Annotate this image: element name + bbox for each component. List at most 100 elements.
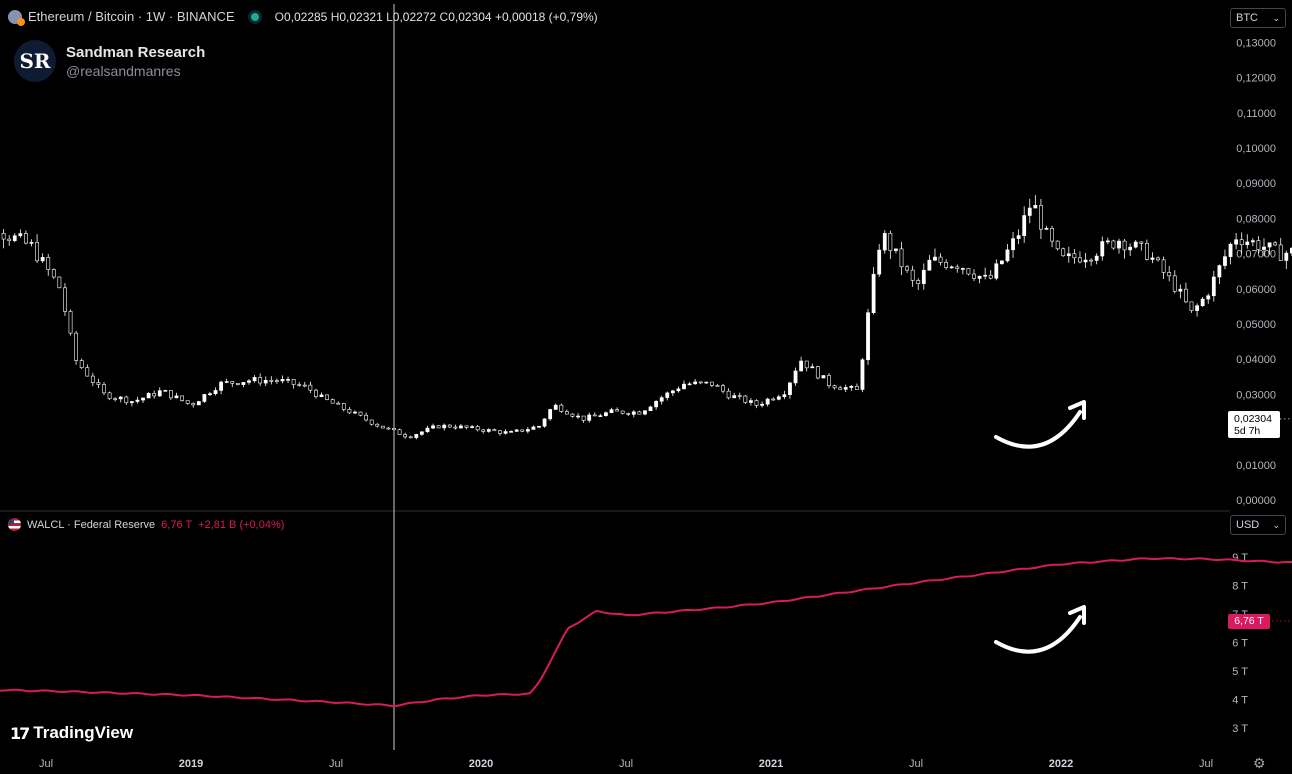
candle-body (403, 434, 408, 438)
candle-body (1027, 207, 1032, 216)
currency-label-top: BTC (1236, 12, 1258, 24)
walcl-title[interactable]: WALCL · Federal Reserve (27, 518, 156, 531)
candle-body (1033, 205, 1038, 209)
candle-body (882, 233, 887, 251)
candle-body (670, 390, 675, 394)
candle-body (910, 269, 915, 281)
currency-selector-bottom[interactable]: USD ⌄ (1230, 515, 1286, 535)
candle-body (598, 415, 603, 417)
candle-body (659, 397, 664, 402)
candle-body (330, 399, 335, 404)
candle-body (1072, 253, 1077, 259)
candle-body (386, 427, 391, 430)
candle-body (302, 384, 307, 387)
settings-gear-icon[interactable]: ⚙ (1253, 755, 1266, 771)
candle-body (972, 273, 976, 279)
last-price-value: 0,02304 (1234, 413, 1272, 425)
candle-body (1267, 242, 1272, 248)
candle-body (202, 394, 207, 402)
annotation-arrows (994, 400, 1086, 654)
candle-body (838, 387, 843, 390)
candle-body (871, 273, 876, 313)
candle-body (788, 382, 792, 395)
candle-body (604, 412, 608, 416)
candle-body (905, 266, 909, 271)
candle-body (1061, 248, 1066, 257)
candle-body (665, 392, 670, 398)
candle-body (157, 390, 162, 397)
candle-body (419, 431, 424, 435)
candle-body (860, 359, 865, 390)
close-key: C (439, 9, 449, 24)
candle-body (196, 401, 201, 406)
price-tick-label: 0,06000 (1236, 284, 1276, 296)
candle-body (537, 425, 541, 428)
candle-body (1273, 242, 1278, 246)
live-status-dot-icon (250, 12, 259, 21)
candle-body (102, 384, 106, 394)
value-tick-label: 5 T (1232, 666, 1248, 678)
candle-body (894, 248, 898, 251)
candle-body (581, 415, 586, 421)
ohlc-values: O0,02285 H0,02321 L0,02272 C0,02304 +0,0… (275, 10, 598, 24)
candle-body (235, 383, 240, 385)
symbol-legend[interactable]: Ethereum / Bitcoin · 1W · BINANCE O0,022… (8, 9, 598, 26)
candle-body (687, 383, 692, 386)
candle-body (1016, 235, 1021, 239)
tradingview-wordmark: TradingView (33, 723, 134, 742)
candle-body (654, 400, 659, 408)
candle-body (570, 413, 575, 417)
candle-body (1228, 243, 1233, 257)
open-value: 0,02285 (283, 9, 328, 24)
candle-body (815, 366, 820, 379)
value-tick-label: 4 T (1232, 695, 1248, 707)
author-branding: SR Sandman Research @realsandmanres (14, 40, 205, 82)
candle-body (90, 375, 95, 383)
candle-body (1044, 228, 1049, 230)
candle-body (297, 384, 302, 386)
candle-body (1262, 246, 1266, 250)
candle-body (269, 380, 274, 382)
symbol-title[interactable]: Ethereum / Bitcoin · 1W · BINANCE (28, 9, 235, 24)
candle-body (866, 312, 870, 361)
walcl-series (0, 557, 1292, 708)
walcl-line (0, 557, 1292, 708)
candle-body (704, 381, 709, 384)
tradingview-logo[interactable]: 17 TradingView (10, 723, 133, 743)
candle-body (113, 398, 118, 401)
walcl-legend[interactable]: WALCL · Federal Reserve 6,76 T +2,81 B (… (8, 518, 284, 531)
price-tick-label: 0,10000 (1236, 143, 1276, 155)
candle-body (1, 233, 6, 240)
candle-body (74, 332, 79, 361)
candle-body (314, 389, 318, 398)
low-key: L (386, 9, 393, 24)
candle-body (994, 263, 999, 279)
candle-body (949, 266, 954, 269)
high-value: 0,02321 (339, 9, 383, 24)
candle-body (643, 410, 647, 415)
close-value: 0,02304 (448, 9, 492, 24)
price-tick-label: 0,03000 (1236, 389, 1276, 401)
candle-body (40, 257, 45, 262)
candle-body (146, 392, 151, 399)
candle-body (408, 436, 413, 439)
candle-body (843, 387, 848, 390)
candle-body (1239, 239, 1244, 246)
candle-body (1144, 242, 1149, 260)
walcl-value-tag: 6,76 T (1228, 614, 1270, 629)
candle-body (470, 426, 474, 428)
candle-body (431, 425, 435, 429)
currency-selector-top[interactable]: BTC ⌄ (1230, 8, 1286, 28)
candle-body (12, 235, 17, 241)
candle-body (776, 396, 781, 400)
price-tick-label: 0,07000 (1236, 249, 1276, 261)
candle-body (364, 414, 369, 421)
candle-body (1156, 257, 1160, 261)
candle-body (1167, 272, 1172, 277)
time-tick-label: Jul (1199, 758, 1213, 770)
candle-body (799, 360, 804, 372)
candle-body (380, 425, 385, 429)
candle-body (453, 426, 458, 429)
candle-body (626, 413, 631, 415)
